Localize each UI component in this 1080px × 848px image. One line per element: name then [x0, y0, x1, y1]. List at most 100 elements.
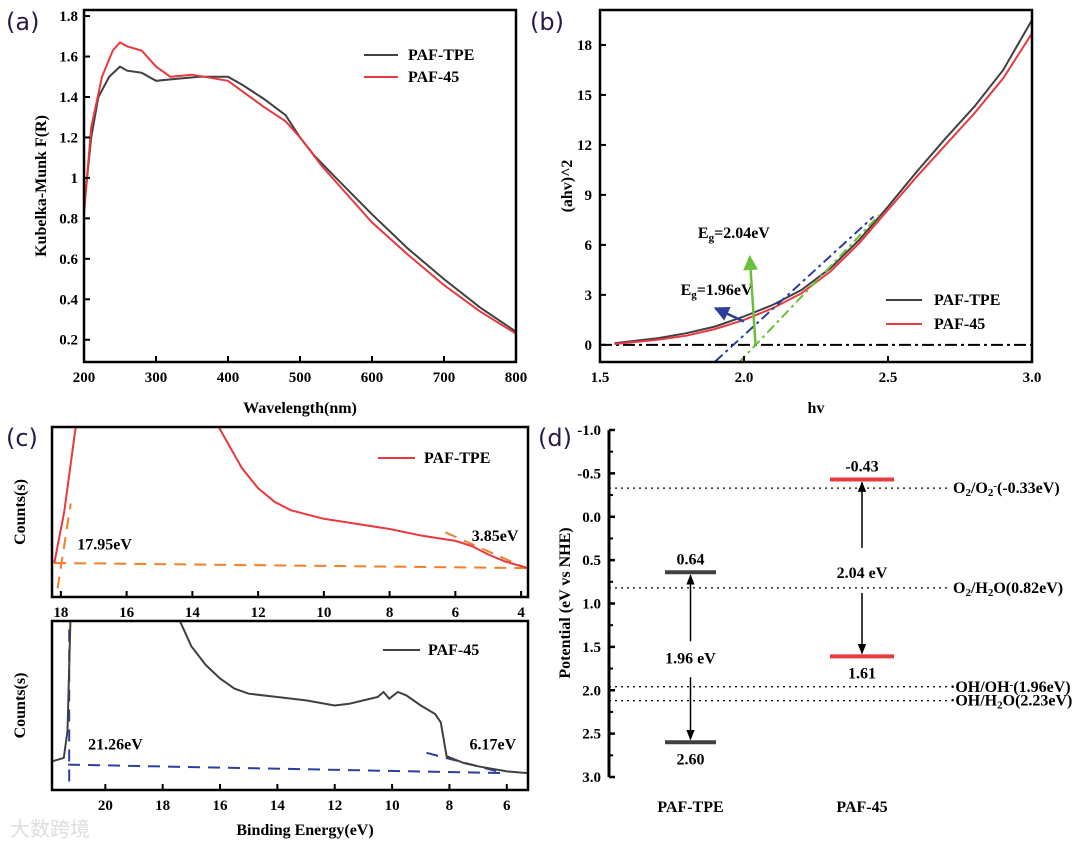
panel-label-d: (d): [538, 424, 572, 452]
redox-level-label: O2/H2O(0.82eV): [953, 580, 1063, 599]
redox-level-label-part: 2: [965, 587, 971, 599]
redox-level-label: ·OH/H2O(2.23eV): [950, 693, 1072, 712]
bandgap-label: 2.04 eV: [837, 565, 888, 582]
chart-layer: 200 300 400 500 600 700 8000.20.40.60.811.21.4…: [12, 8, 1072, 839]
plot-frame-c1: [50, 425, 530, 599]
y-tick-label: 2.5: [582, 727, 601, 743]
onset-annotation: 6.17eV: [470, 736, 517, 753]
y-tick-label: 0.5: [582, 553, 601, 569]
x-tick-label: 3.0: [1023, 370, 1042, 386]
x-tick-label: 10: [385, 798, 400, 814]
series-line-paf-tpe: [53, 427, 77, 564]
x-tick-label: 2.5: [879, 370, 898, 386]
y-tick-label: 1.8: [59, 9, 78, 25]
redox-level-label-part: /H: [970, 580, 988, 597]
subplot-paf-45: [52, 621, 528, 782]
tangent-line: [737, 214, 881, 364]
x-tick-label: 16: [119, 605, 135, 621]
cb-value-label: 0.64: [677, 551, 705, 568]
y-tick-label: -1.0: [577, 423, 601, 439]
x-tick-label: 8: [386, 605, 394, 621]
bandgap-label: 1.96 eV: [665, 650, 716, 667]
x-tick-label: 14: [270, 798, 286, 814]
category-label: PAF-TPE: [657, 799, 723, 816]
legend-label: PAF-45: [408, 69, 459, 86]
vb-value-label: 1.61: [848, 665, 876, 682]
y-axis-label: Kubelka-Munk F(R): [33, 115, 50, 257]
bandgap-annotation-part: E: [698, 225, 709, 242]
series-line-paf-45: [83, 41, 517, 335]
bandgap-annotation-part: g: [691, 289, 697, 301]
series-line-paf-45: [614, 32, 1033, 345]
x-tick-label: 4: [517, 605, 525, 621]
panel-label-a: (a): [6, 8, 39, 36]
y-tick-label: 1.4: [59, 90, 78, 106]
x-tick-label: 500: [289, 370, 312, 386]
x-tick-label: 20: [98, 798, 113, 814]
watermark: 大数跨境: [10, 817, 90, 841]
annotation-arrow: [713, 307, 745, 323]
y-tick-label: 0.2: [59, 333, 78, 349]
y-tick-label: 1.2: [59, 130, 78, 146]
redox-level-label-part: (1.96eV): [1013, 679, 1070, 696]
annotation-arrow: [743, 255, 759, 345]
bandgap-annotation: Eg=1.96eV: [681, 282, 753, 301]
redox-level-label-part: (-0.33eV): [997, 480, 1060, 497]
x-tick-label: 2.0: [735, 370, 754, 386]
redox-level-label: O2/O2-(-0.33eV): [953, 480, 1060, 500]
series-line-paf-tpe: [83, 65, 517, 333]
x-tick-label: 400: [217, 370, 240, 386]
y-tick-label: 2.0: [582, 683, 601, 699]
legend-label: PAF-45: [428, 642, 479, 659]
x-tick-label: 12: [327, 798, 342, 814]
y-tick-label: 0: [585, 338, 593, 354]
plot-frame-b: [598, 8, 1034, 364]
y-tick-label: 18: [577, 38, 592, 54]
series-line-paf-45: [52, 621, 72, 763]
onset-annotation: 21.26eV: [88, 736, 143, 753]
y-tick-label: 0.8: [59, 211, 78, 227]
x-tick-label: 6: [452, 605, 460, 621]
y-axis-label: Counts(s): [12, 673, 29, 739]
redox-level-label-part: /O: [970, 480, 988, 497]
redox-level-label-part: ·OH/H: [950, 693, 998, 710]
x-tick-label: 14: [185, 605, 201, 621]
x-axis-label: Wavelength(nm): [243, 400, 357, 417]
y-tick-label: 1.0: [582, 597, 601, 613]
y-tick-label: 15: [577, 88, 592, 104]
series-line-paf-tpe: [217, 427, 528, 570]
x-tick-label: 200: [73, 370, 96, 386]
redox-level-label-part: O(0.82eV): [993, 580, 1063, 597]
bandgap-annotation-part: =1.96eV: [697, 282, 753, 299]
x-tick-label: 18: [155, 798, 170, 814]
y-tick-label: 1.5: [582, 640, 601, 656]
x-axis-label: hv: [808, 400, 825, 417]
redox-level-label-part: -: [1010, 678, 1014, 690]
x-tick-label: 300: [145, 370, 168, 386]
y-axis-label: (ahv)^2: [559, 160, 576, 213]
redox-level-label-part: -: [993, 480, 997, 492]
category-label: PAF-45: [836, 799, 887, 816]
redox-level-label-part: O: [953, 580, 965, 597]
redox-level-label-part: 2: [997, 700, 1003, 712]
y-tick-label: 0.4: [59, 292, 78, 308]
fit-line: [68, 763, 504, 775]
tangent-line: [714, 215, 875, 363]
y-tick-label: 1: [71, 171, 79, 187]
vb-value-label: 2.60: [677, 751, 705, 768]
x-tick-label: 16: [213, 798, 229, 814]
y-tick-label: 0.6: [59, 252, 78, 268]
bandgap-annotation-part: =2.04eV: [714, 225, 770, 242]
panel-label-b: (b): [530, 8, 564, 36]
y-tick-label: 12: [577, 138, 592, 154]
y-tick-label: 0.0: [582, 510, 601, 526]
onset-annotation: 17.95eV: [77, 536, 132, 553]
redox-level-label-part: O(2.23eV): [1003, 693, 1073, 710]
x-tick-label: 12: [251, 605, 266, 621]
x-tick-label: 800: [505, 370, 528, 386]
redox-level-label: ·OH/OH-(1.96eV): [950, 678, 1071, 695]
legend-label: PAF-TPE: [408, 47, 474, 64]
y-tick-label: 1.6: [59, 50, 78, 66]
panel-label-c: (c): [6, 424, 38, 452]
